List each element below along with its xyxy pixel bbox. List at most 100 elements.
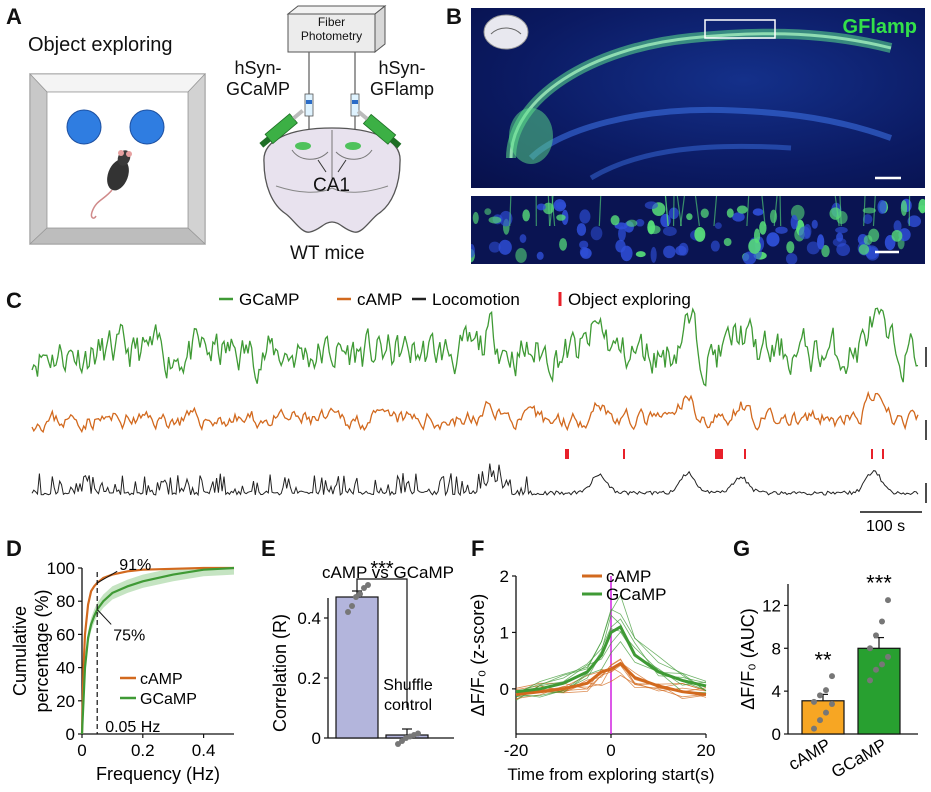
cell	[726, 208, 734, 218]
cell	[675, 245, 687, 256]
hippocampus-fluorescence	[483, 14, 901, 181]
right-virus-label: hSyn- GFlamp	[370, 58, 434, 100]
cell	[536, 203, 546, 211]
gcamp-cdf-line	[80, 566, 235, 735]
x-tick-label: 0.4	[192, 741, 216, 760]
cell	[472, 211, 479, 224]
individual-trace	[515, 594, 707, 701]
cell	[635, 251, 646, 258]
data-point	[349, 603, 355, 609]
cell	[752, 208, 764, 216]
cell	[579, 209, 591, 224]
cell	[515, 248, 527, 263]
x-tick-label: 20	[697, 741, 716, 760]
cell	[862, 214, 873, 225]
y-tick-label: 40	[56, 659, 75, 678]
data-point	[829, 701, 835, 707]
y-axis-label: ΔF/F₀ (AUC)	[738, 608, 758, 709]
dendrite	[872, 196, 876, 227]
cell	[742, 251, 757, 264]
data-point	[885, 597, 891, 604]
legend-d-gcamp: GCaMP	[140, 691, 197, 708]
ca1-zoom-image	[471, 196, 925, 264]
object-exploring-label: Object exploring	[28, 34, 173, 56]
panel-letter-a: A	[6, 4, 22, 29]
y-tick-label: 0	[500, 680, 509, 699]
y-tick-label: 100	[47, 559, 75, 578]
cell	[786, 241, 795, 254]
y-tick-label: 1	[500, 623, 509, 642]
cell	[694, 226, 706, 242]
category-label: cAMP	[785, 735, 834, 774]
dendrite	[598, 196, 602, 227]
cell	[710, 240, 720, 252]
x-tick-label: 0	[606, 741, 615, 760]
dendrite	[746, 196, 750, 227]
legend-d-camp: cAMP	[140, 671, 183, 688]
dendrite	[676, 196, 682, 227]
legend-f-gcamp: GCaMP	[606, 585, 666, 604]
cell	[736, 205, 748, 214]
left-virus-line2: GCaMP	[226, 79, 291, 99]
gcamp-mean-line	[515, 624, 707, 694]
bar-e-0	[335, 596, 379, 739]
data-point	[879, 661, 885, 668]
cell	[732, 212, 745, 222]
bar-g-0	[801, 700, 845, 735]
cell	[620, 245, 633, 262]
significance-e: ***	[370, 558, 394, 580]
cell	[686, 213, 693, 221]
cell	[662, 226, 677, 237]
y-tick-label: 0.4	[297, 609, 321, 628]
cell	[590, 226, 603, 241]
cell	[484, 208, 492, 216]
cell	[660, 213, 671, 228]
data-point	[811, 725, 817, 732]
data-point	[365, 582, 371, 588]
cell	[626, 219, 638, 227]
y-tick-label: 0.2	[297, 669, 321, 688]
cell	[775, 226, 788, 234]
cell	[635, 219, 645, 227]
dendrite	[509, 196, 512, 227]
x-axis-label: Time from exploring start(s)	[507, 765, 714, 784]
cell	[647, 225, 661, 234]
data-point	[885, 653, 891, 660]
data-point	[357, 591, 363, 597]
fiber-photometry-box-label: Fiber Photometry	[288, 15, 375, 43]
cell	[536, 251, 544, 260]
data-point	[415, 730, 421, 737]
panel-letter-e: E	[261, 536, 276, 561]
data-point	[823, 687, 829, 694]
panel-c-traces: GCaMP cAMP Locomotion Object exploring 1…	[31, 290, 927, 535]
gcamp-sem-band	[82, 568, 234, 734]
dendrite	[834, 196, 840, 227]
data-point	[829, 673, 835, 680]
cell	[488, 216, 502, 224]
dendrite	[863, 196, 866, 227]
y-tick-label: 20	[56, 692, 75, 711]
cell	[714, 222, 722, 230]
y-axis-label-line1: Cumulative	[10, 606, 30, 696]
dendrite	[551, 196, 556, 227]
y-tick-label: 0	[66, 725, 75, 744]
cell	[862, 207, 877, 214]
dendrite	[664, 196, 669, 227]
cell	[580, 247, 592, 259]
individual-trace	[515, 618, 707, 693]
cell	[821, 244, 830, 258]
chart-d: 0 20 40 60 80 100 0 0.2 0.4 91% 75% 0.05 Hz cAMP GCaM…	[10, 557, 235, 784]
cell	[790, 214, 798, 230]
significance-g: ***	[866, 570, 892, 595]
gflamp-label: GFlamp	[842, 16, 917, 38]
cell	[723, 238, 732, 247]
data-point	[879, 618, 885, 625]
y-tick-label: 2	[500, 567, 509, 586]
data-point	[873, 632, 879, 639]
cell	[610, 215, 620, 226]
x-tick-label: 0.2	[131, 741, 155, 760]
cell	[618, 226, 626, 242]
left-virus-line1: hSyn-	[234, 58, 282, 78]
dendrite	[839, 196, 842, 227]
